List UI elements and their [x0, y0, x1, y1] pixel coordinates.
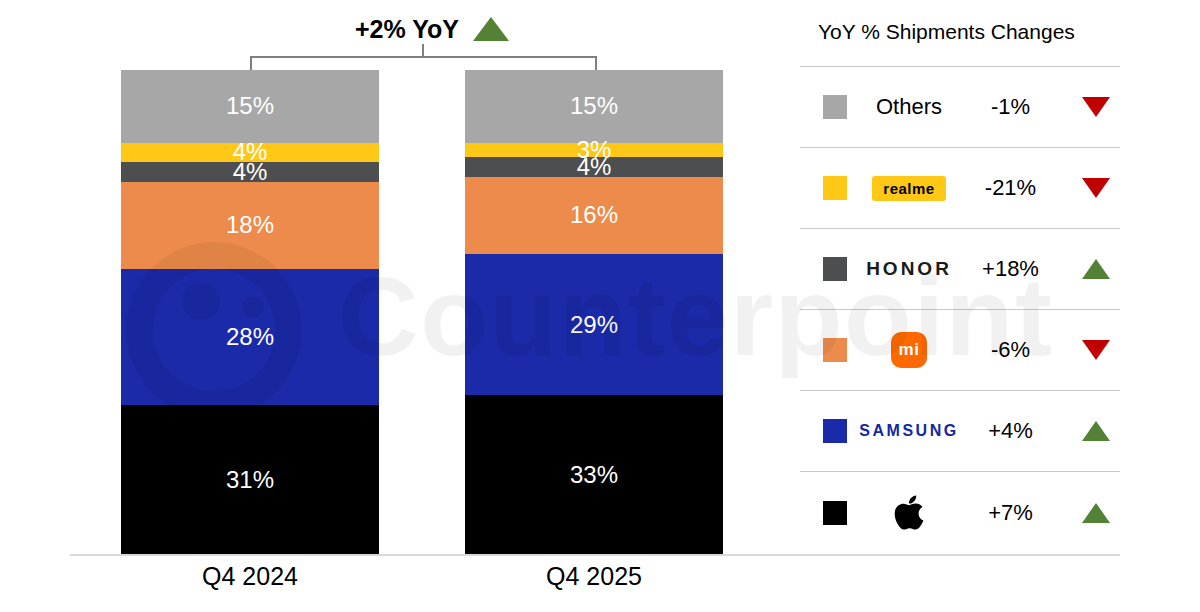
segment-value-label: 31% — [226, 468, 274, 492]
segment-value-label: 33% — [570, 463, 618, 487]
legend-title: YoY % Shipments Changes — [800, 20, 1120, 67]
samsung-logo-wordmark: SAMSUNG — [859, 422, 958, 440]
legend-row-realme: realme -21% — [800, 148, 1120, 229]
segment-honor-q4-2024: 4% — [121, 162, 379, 181]
legend-rows: Others -1% realme -21% HONOR +18% mi -6% SAMSUNG… — [800, 67, 1120, 553]
xiaomi-change-value: -6% — [963, 337, 1058, 363]
honor-logo-wordmark: HONOR — [866, 258, 952, 280]
apple-color-swatch — [823, 501, 847, 525]
stacked-bar-q4-2025: 15%3%4%16%29%33% — [465, 70, 723, 555]
brand-cell: HONOR — [855, 258, 963, 280]
brand-cell: realme — [855, 176, 963, 201]
segment-value-label: 4% — [577, 155, 612, 179]
change-direction-cell — [1058, 421, 1120, 441]
segment-others-q4-2024: 15% — [121, 70, 379, 143]
down-triangle-icon — [1082, 97, 1110, 117]
change-direction-cell — [1058, 178, 1120, 198]
realme-change-value: -21% — [963, 175, 1058, 201]
up-triangle-icon — [1082, 421, 1110, 441]
change-direction-cell — [1058, 259, 1120, 279]
samsung-color-swatch — [823, 419, 847, 443]
realme-logo-icon: realme — [872, 176, 945, 201]
down-triangle-icon — [1082, 340, 1110, 360]
segment-apple-q4-2024: 31% — [121, 405, 379, 555]
xiaomi-logo-text: mi — [899, 340, 920, 360]
segment-samsung-q4-2025: 29% — [465, 254, 723, 395]
up-triangle-icon — [1082, 259, 1110, 279]
chart-title: +2% YoY — [282, 12, 582, 46]
legend-panel: YoY % Shipments Changes Others-1%realme-… — [800, 20, 1120, 553]
brand-cell: mi — [855, 332, 963, 368]
segment-xiaomi-q4-2025: 16% — [465, 177, 723, 255]
legend-row-apple: +7% — [800, 472, 1120, 553]
honor-color-swatch — [823, 257, 847, 281]
legend-row-samsung: SAMSUNG +4% — [800, 391, 1120, 472]
others-change-value: -1% — [963, 94, 1058, 120]
xiaomi-color-swatch — [823, 338, 847, 362]
up-triangle-icon — [473, 17, 509, 41]
segment-value-label: 18% — [226, 213, 274, 237]
segment-apple-q4-2025: 33% — [465, 395, 723, 555]
apple-change-value: +7% — [963, 500, 1058, 526]
bracket-center-tick — [422, 44, 424, 57]
samsung-change-value: +4% — [963, 418, 1058, 444]
legend-row-honor: HONOR +18% — [800, 229, 1120, 310]
apple-logo-icon — [894, 493, 924, 532]
others-label: Others — [876, 94, 942, 120]
segment-value-label: 15% — [226, 94, 274, 118]
segment-xiaomi-q4-2024: 18% — [121, 182, 379, 269]
others-color-swatch — [823, 95, 847, 119]
x-axis-label-q4-2025: Q4 2025 — [465, 562, 723, 591]
change-direction-cell — [1058, 97, 1120, 117]
brand-cell: SAMSUNG — [855, 422, 963, 440]
segment-value-label: 15% — [570, 94, 618, 118]
brand-cell — [855, 493, 963, 532]
segment-value-label: 29% — [570, 313, 618, 337]
total-change-label: +2% YoY — [355, 15, 459, 44]
bracket-left-tick — [250, 56, 252, 70]
xiaomi-logo-icon: mi — [891, 332, 927, 368]
chart-canvas: +2% YoY 15%4%4%18%28%31%15%3%4%16%29%33%… — [0, 0, 1200, 612]
x-axis-label-q4-2024: Q4 2024 — [121, 562, 379, 591]
segment-others-q4-2025: 15% — [465, 70, 723, 143]
bracket-right-tick — [595, 56, 597, 70]
change-direction-cell — [1058, 503, 1120, 523]
segment-value-label: 4% — [233, 160, 268, 184]
legend-row-xiaomi: mi -6% — [800, 310, 1120, 391]
segment-value-label: 28% — [226, 325, 274, 349]
segment-value-label: 16% — [570, 203, 618, 227]
up-triangle-icon — [1082, 503, 1110, 523]
legend-row-others: Others -1% — [800, 67, 1120, 148]
segment-samsung-q4-2024: 28% — [121, 269, 379, 405]
realme-color-swatch — [823, 176, 847, 200]
honor-change-value: +18% — [963, 256, 1058, 282]
change-direction-cell — [1058, 340, 1120, 360]
x-axis-line — [70, 554, 1120, 556]
brand-cell: Others — [855, 94, 963, 120]
down-triangle-icon — [1082, 178, 1110, 198]
segment-honor-q4-2025: 4% — [465, 157, 723, 176]
stacked-bar-q4-2024: 15%4%4%18%28%31% — [121, 70, 379, 555]
